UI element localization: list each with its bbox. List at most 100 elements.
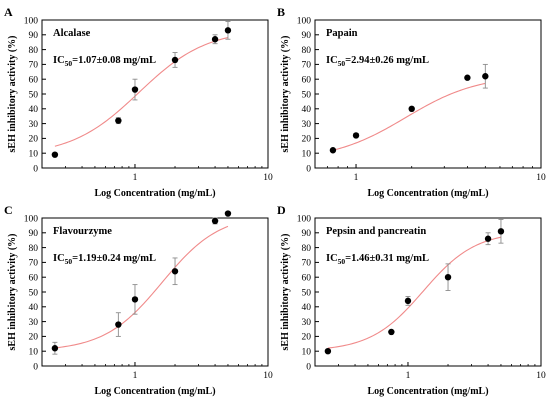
y-tick-label: 30 xyxy=(29,318,39,328)
data-point xyxy=(211,217,219,225)
y-tick-label: 90 xyxy=(302,229,312,239)
y-tick-label: 70 xyxy=(29,259,39,269)
y-tick-label: 40 xyxy=(302,303,312,313)
plot-frame xyxy=(314,217,542,367)
y-tick-label: 60 xyxy=(302,76,312,86)
ic50-subscript: 50 xyxy=(65,257,73,266)
panel-title: Pepsin and pancreatin xyxy=(326,226,426,237)
data-point xyxy=(115,321,122,328)
fit-curve xyxy=(332,82,486,151)
ic50-subscript: 50 xyxy=(338,59,346,68)
y-tick-label: 0 xyxy=(33,164,38,174)
y-axis-label: sEH inhibitory activity (%) xyxy=(7,36,18,153)
y-tick-label: 10 xyxy=(302,348,312,358)
ic50-value: =1.46±0.31 mg/mL xyxy=(345,253,429,264)
data-point xyxy=(224,210,232,217)
x-tick-label: 10 xyxy=(536,173,546,183)
y-tick-label: 50 xyxy=(302,90,312,100)
y-tick-label: 100 xyxy=(297,214,312,224)
data-point xyxy=(388,328,395,336)
panel-letter: A xyxy=(4,5,13,19)
panel-title: Flavourzyme xyxy=(53,226,112,237)
y-tick-label: 90 xyxy=(29,229,39,239)
panel-title: Alcalase xyxy=(53,28,91,39)
ic50-value: =1.07±0.08 mg/mL xyxy=(72,55,156,66)
panel-letter: B xyxy=(277,5,285,19)
data-point xyxy=(444,274,452,281)
ic50-value: =1.19±0.24 mg/mL xyxy=(72,253,156,264)
data-point xyxy=(352,132,360,139)
x-tick-label: 10 xyxy=(263,173,273,183)
y-tick-label: 70 xyxy=(29,61,39,71)
ic50-value: =2.94±0.26 mg/mL xyxy=(345,55,429,66)
data-point xyxy=(131,86,139,93)
fit-curve xyxy=(54,36,229,147)
data-point xyxy=(404,297,412,305)
ic50-prefix: IC xyxy=(53,253,65,264)
ic50-subscript: 50 xyxy=(338,257,346,266)
y-tick-label: 60 xyxy=(29,274,39,284)
y-tick-label: 80 xyxy=(302,244,312,254)
y-tick-label: 30 xyxy=(302,120,312,130)
x-tick-label: 10 xyxy=(536,371,546,381)
y-tick-label: 80 xyxy=(29,244,39,254)
data-point xyxy=(484,235,492,242)
x-axis-label: Log Concentration (mg/mL) xyxy=(367,386,488,397)
data-point xyxy=(464,74,471,81)
y-tick-label: 90 xyxy=(302,31,312,41)
y-tick-label: 70 xyxy=(302,61,312,71)
y-tick-label: 20 xyxy=(302,135,312,145)
ic50-annotation: IC50=1.19±0.24 mg/mL xyxy=(53,253,156,266)
x-axis-label: Log Concentration (mg/mL) xyxy=(367,188,488,199)
x-tick-label: 1 xyxy=(406,371,411,381)
plot-frame xyxy=(41,19,269,169)
y-tick-label: 100 xyxy=(24,214,39,224)
y-tick-label: 30 xyxy=(302,318,312,328)
y-tick-label: 0 xyxy=(306,362,311,372)
data-point xyxy=(497,228,505,235)
panel-letter: C xyxy=(4,203,13,217)
y-tick-label: 100 xyxy=(24,16,39,26)
y-tick-label: 20 xyxy=(29,333,39,343)
ic50-annotation: IC50=1.46±0.31 mg/mL xyxy=(326,253,429,266)
ic50-prefix: IC xyxy=(53,55,65,66)
data-point xyxy=(408,105,415,113)
fit-curve xyxy=(54,225,229,349)
y-tick-label: 70 xyxy=(302,259,312,269)
y-axis-label: sEH inhibitory activity (%) xyxy=(280,36,291,153)
ic50-subscript: 50 xyxy=(65,59,73,68)
ic50-annotation: IC50=1.07±0.08 mg/mL xyxy=(53,55,156,68)
y-tick-label: 40 xyxy=(302,105,312,115)
data-point xyxy=(329,147,337,154)
data-point xyxy=(171,268,179,275)
y-tick-label: 20 xyxy=(29,135,39,145)
y-tick-label: 80 xyxy=(29,46,39,56)
ic50-prefix: IC xyxy=(326,55,338,66)
y-tick-label: 10 xyxy=(29,348,39,358)
y-tick-label: 40 xyxy=(29,105,39,115)
y-tick-label: 50 xyxy=(302,288,312,298)
data-point xyxy=(51,345,59,352)
data-point xyxy=(324,348,332,355)
x-tick-label: 1 xyxy=(354,173,359,183)
y-tick-label: 40 xyxy=(29,303,39,313)
y-tick-label: 50 xyxy=(29,90,39,100)
y-tick-label: 0 xyxy=(306,164,311,174)
y-tick-label: 10 xyxy=(302,150,312,160)
data-point xyxy=(224,27,232,34)
y-axis-label: sEH inhibitory activity (%) xyxy=(7,234,18,351)
y-tick-label: 0 xyxy=(33,362,38,372)
y-tick-label: 50 xyxy=(29,288,39,298)
y-tick-label: 60 xyxy=(302,274,312,284)
ic50-annotation: IC50=2.94±0.26 mg/mL xyxy=(326,55,429,68)
y-axis-label: sEH inhibitory activity (%) xyxy=(280,234,291,351)
x-axis-label: Log Concentration (mg/mL) xyxy=(94,386,215,397)
data-point xyxy=(211,36,219,43)
y-tick-label: 10 xyxy=(29,150,39,160)
y-tick-label: 60 xyxy=(29,76,39,86)
y-tick-label: 30 xyxy=(29,120,39,130)
panel-letter: D xyxy=(277,203,286,217)
